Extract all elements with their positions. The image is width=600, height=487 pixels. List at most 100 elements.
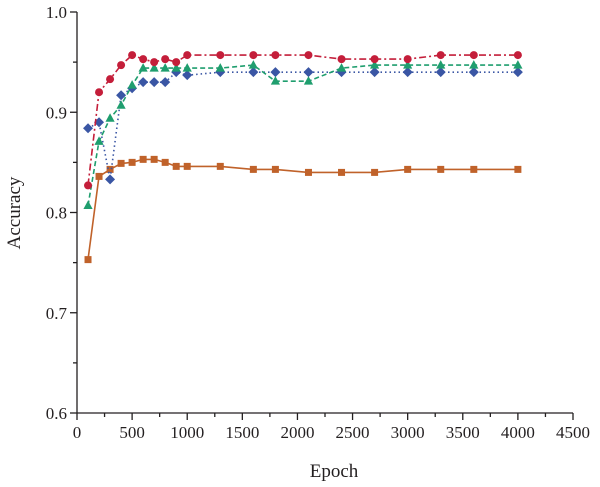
data-point-circle (370, 55, 379, 64)
series-line (87, 71, 518, 181)
data-point-diamond (468, 67, 479, 78)
y-tick-label: 0.9 (46, 103, 67, 122)
series-line (87, 158, 518, 260)
series-orange-squares (84, 155, 522, 264)
data-point-circle (95, 88, 104, 97)
data-point-diamond (116, 90, 127, 101)
data-point-circle (436, 51, 445, 60)
data-point-triangle (303, 76, 314, 85)
data-point-circle (403, 55, 412, 64)
data-point-triangle (127, 80, 137, 89)
data-point-square (216, 162, 224, 170)
data-point-square (117, 159, 125, 167)
data-point-square (106, 165, 114, 173)
data-point-square (172, 162, 180, 170)
data-point-diamond (83, 123, 94, 134)
data-point-triangle (403, 60, 413, 69)
data-point-square (304, 168, 312, 176)
series-green-triangles (83, 60, 523, 209)
data-point-circle (249, 51, 258, 60)
data-point-square (84, 256, 92, 264)
data-point-diamond (182, 70, 193, 81)
data-point-square (139, 155, 147, 163)
data-point-circle (469, 51, 478, 60)
data-point-circle (172, 58, 181, 67)
data-point-triangle (469, 60, 479, 69)
x-tick-label: 1500 (225, 423, 259, 442)
data-point-diamond (149, 77, 160, 88)
x-tick-label: 1000 (170, 423, 204, 442)
data-point-square (95, 172, 103, 180)
data-point-triangle (248, 60, 258, 69)
data-point-triangle (83, 200, 93, 209)
data-point-square (404, 165, 412, 173)
series-layer (83, 51, 523, 264)
x-tick-label: 2000 (280, 423, 314, 442)
series-line (87, 54, 518, 186)
data-point-circle (216, 51, 225, 60)
data-point-square (514, 165, 522, 173)
data-point-triangle (336, 63, 347, 72)
data-point-triangle (105, 113, 115, 122)
data-point-diamond (512, 67, 523, 78)
data-point-diamond (435, 67, 446, 78)
x-tick-label: 500 (119, 423, 145, 442)
data-point-circle (304, 51, 313, 60)
data-point-circle (84, 181, 93, 190)
data-point-triangle (182, 63, 192, 72)
x-tick-label: 2500 (336, 423, 370, 442)
data-point-circle (117, 61, 126, 70)
x-tick-label: 3500 (446, 423, 480, 442)
data-point-square (150, 155, 158, 163)
data-point-triangle (116, 100, 126, 109)
data-point-circle (106, 75, 115, 84)
data-point-triangle (138, 63, 148, 72)
data-point-square (470, 165, 478, 173)
data-point-circle (513, 51, 522, 60)
x-axis-label: Epoch (310, 461, 359, 482)
data-point-diamond (402, 67, 413, 78)
data-point-triangle (370, 60, 380, 69)
data-point-diamond (160, 77, 171, 88)
y-tick-label: 0.6 (46, 404, 67, 423)
data-point-square (437, 165, 445, 173)
data-point-square (371, 168, 379, 176)
data-point-circle (161, 55, 170, 64)
data-point-circle (337, 55, 346, 64)
data-point-diamond (270, 67, 281, 78)
data-point-triangle (149, 63, 159, 72)
data-point-square (161, 158, 169, 166)
data-point-square (183, 162, 191, 170)
x-tick-label: 4500 (556, 423, 590, 442)
data-point-circle (139, 55, 148, 64)
data-point-diamond (369, 67, 380, 78)
x-tick-label: 0 (73, 423, 82, 442)
x-tick-label: 4000 (501, 423, 535, 442)
data-point-diamond (248, 67, 259, 78)
data-point-circle (271, 51, 280, 60)
data-point-square (338, 168, 346, 176)
x-tick-label: 3000 (391, 423, 425, 442)
data-point-triangle (94, 136, 104, 145)
y-tick-label: 0.7 (46, 304, 68, 323)
data-point-triangle (513, 60, 523, 69)
data-point-triangle (270, 76, 280, 85)
series-red-circles (84, 51, 522, 190)
data-point-square (128, 158, 136, 166)
data-point-circle (183, 51, 192, 60)
data-point-triangle (160, 63, 170, 72)
data-point-diamond (105, 174, 116, 185)
data-point-square (249, 165, 257, 173)
axes: 0 500 1000 1500 2000 2500 3000 3500 4000 4500 0.6 0… (46, 3, 590, 442)
data-point-triangle (436, 60, 446, 69)
y-axis-label: Accuracy (4, 176, 25, 249)
data-point-triangle (215, 63, 225, 72)
data-point-triangle (171, 63, 181, 72)
series-line (87, 64, 518, 206)
y-tick-label: 0.8 (46, 204, 67, 223)
y-tick-label: 1.0 (46, 3, 67, 22)
series-blue-diamonds (83, 67, 523, 185)
data-point-square (271, 165, 279, 173)
data-point-circle (150, 58, 159, 67)
